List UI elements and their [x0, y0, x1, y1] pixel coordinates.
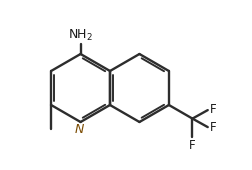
- Text: F: F: [210, 121, 216, 134]
- Text: F: F: [210, 103, 216, 116]
- Text: NH$_2$: NH$_2$: [68, 28, 93, 43]
- Text: N: N: [75, 123, 84, 136]
- Text: F: F: [189, 139, 196, 152]
